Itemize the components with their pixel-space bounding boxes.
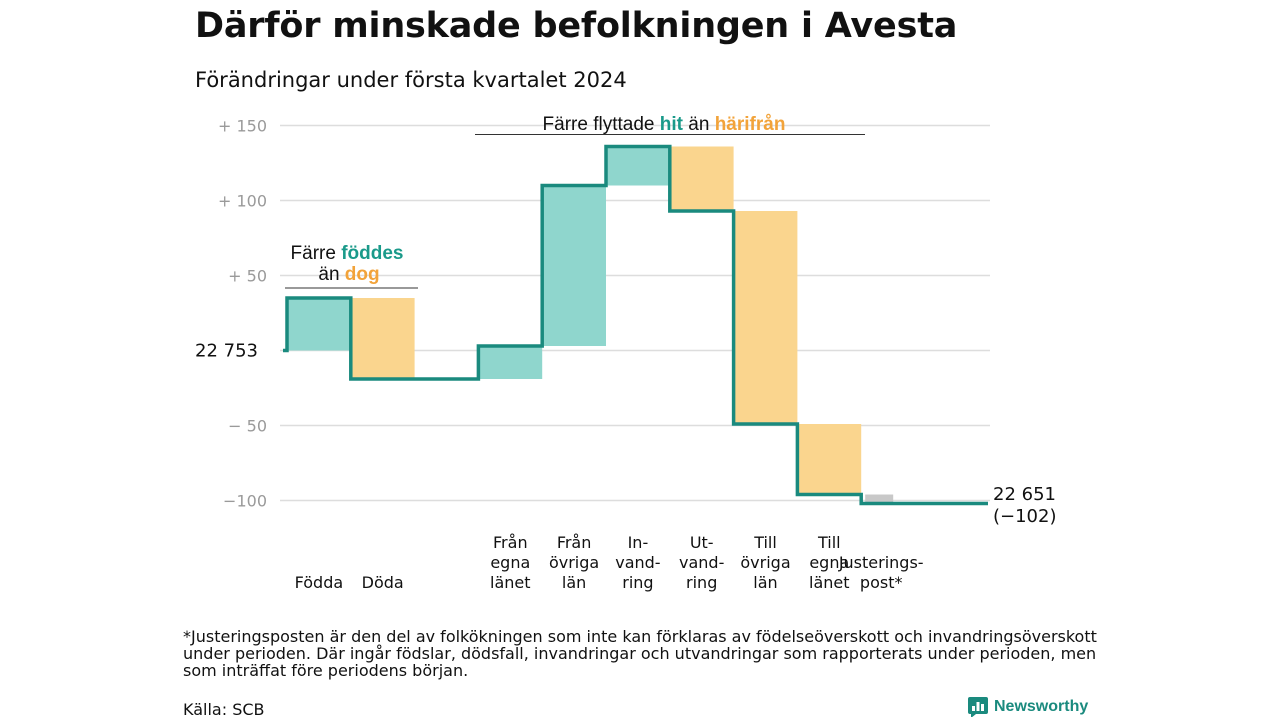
category-label: Döda [362, 573, 404, 592]
bar-9 [865, 494, 894, 504]
annotation-migration: Färre flyttade hit än härifrån [543, 114, 786, 135]
end-value-label: 22 651 [993, 484, 1056, 505]
category-label: Från [493, 533, 528, 552]
category-label: Till [817, 533, 841, 552]
category-label: övriga [740, 553, 790, 572]
chart-title: Därför minskade befolkningen i Avesta [195, 6, 958, 46]
y-tick-label: − 50 [228, 417, 267, 436]
category-label: vand- [615, 553, 660, 572]
start-value-label: 22 753 [195, 341, 258, 362]
annotation-part: än [318, 264, 344, 285]
source-note: Källa: SCB [183, 700, 265, 719]
end-value-label: (−102) [993, 506, 1056, 527]
y-tick-label: + 100 [218, 192, 267, 211]
category-label: egna [490, 553, 530, 572]
category-label: In- [628, 533, 649, 552]
chart-subtitle: Förändringar under första kvartalet 2024 [195, 68, 627, 92]
category-label: Justerings- [838, 553, 924, 572]
category-label: Till [753, 533, 777, 552]
category-label: Ut- [690, 533, 714, 552]
category-label: Från [557, 533, 592, 552]
category-label: Födda [295, 573, 344, 592]
category-label: län [562, 573, 586, 592]
brand-logo: Newsworthy [968, 697, 1088, 717]
bar-6 [669, 146, 734, 211]
annotation-part: Färre flyttade [543, 114, 660, 135]
annotation-part: än [683, 114, 715, 135]
bar-3 [478, 346, 543, 379]
waterfall-step-line [283, 144, 988, 506]
category-label: vand- [679, 553, 724, 572]
category-label: länet [809, 573, 850, 592]
category-label: övriga [549, 553, 599, 572]
footnote: *Justeringsposten är den del av folkökni… [183, 627, 1097, 680]
bar-8 [797, 424, 862, 495]
y-tick-label: + 150 [218, 117, 267, 136]
category-label: ring [686, 573, 717, 592]
annotation-births-line2: än dog [318, 264, 379, 285]
category-label: län [753, 573, 777, 592]
newsworthy-logo-icon [968, 697, 988, 717]
y-tick-label: + 50 [228, 267, 267, 286]
category-label: ring [622, 573, 653, 592]
bar-5 [606, 146, 670, 186]
category-label: post* [860, 573, 903, 592]
annotation-part: Färre [291, 243, 342, 264]
annotation-part: dog [345, 264, 380, 285]
annotation-part: föddes [341, 243, 403, 264]
y-tick-label: −100 [223, 492, 267, 511]
bar-1 [350, 298, 415, 379]
brand-name: Newsworthy [994, 698, 1089, 715]
category-label: länet [490, 573, 531, 592]
bar-4 [542, 185, 606, 346]
annotation-part: härifrån [715, 114, 786, 135]
annotation-part: hit [660, 114, 684, 135]
category-label: egna [809, 553, 849, 572]
bar-7 [733, 211, 798, 424]
waterfall-chart: + 150 + 100 + 50 − 50 −100 22 753 Födda Döda Frå… [195, 114, 1056, 592]
bar-0 [287, 298, 351, 351]
annotation-births-line1: Färre föddes [291, 243, 404, 264]
